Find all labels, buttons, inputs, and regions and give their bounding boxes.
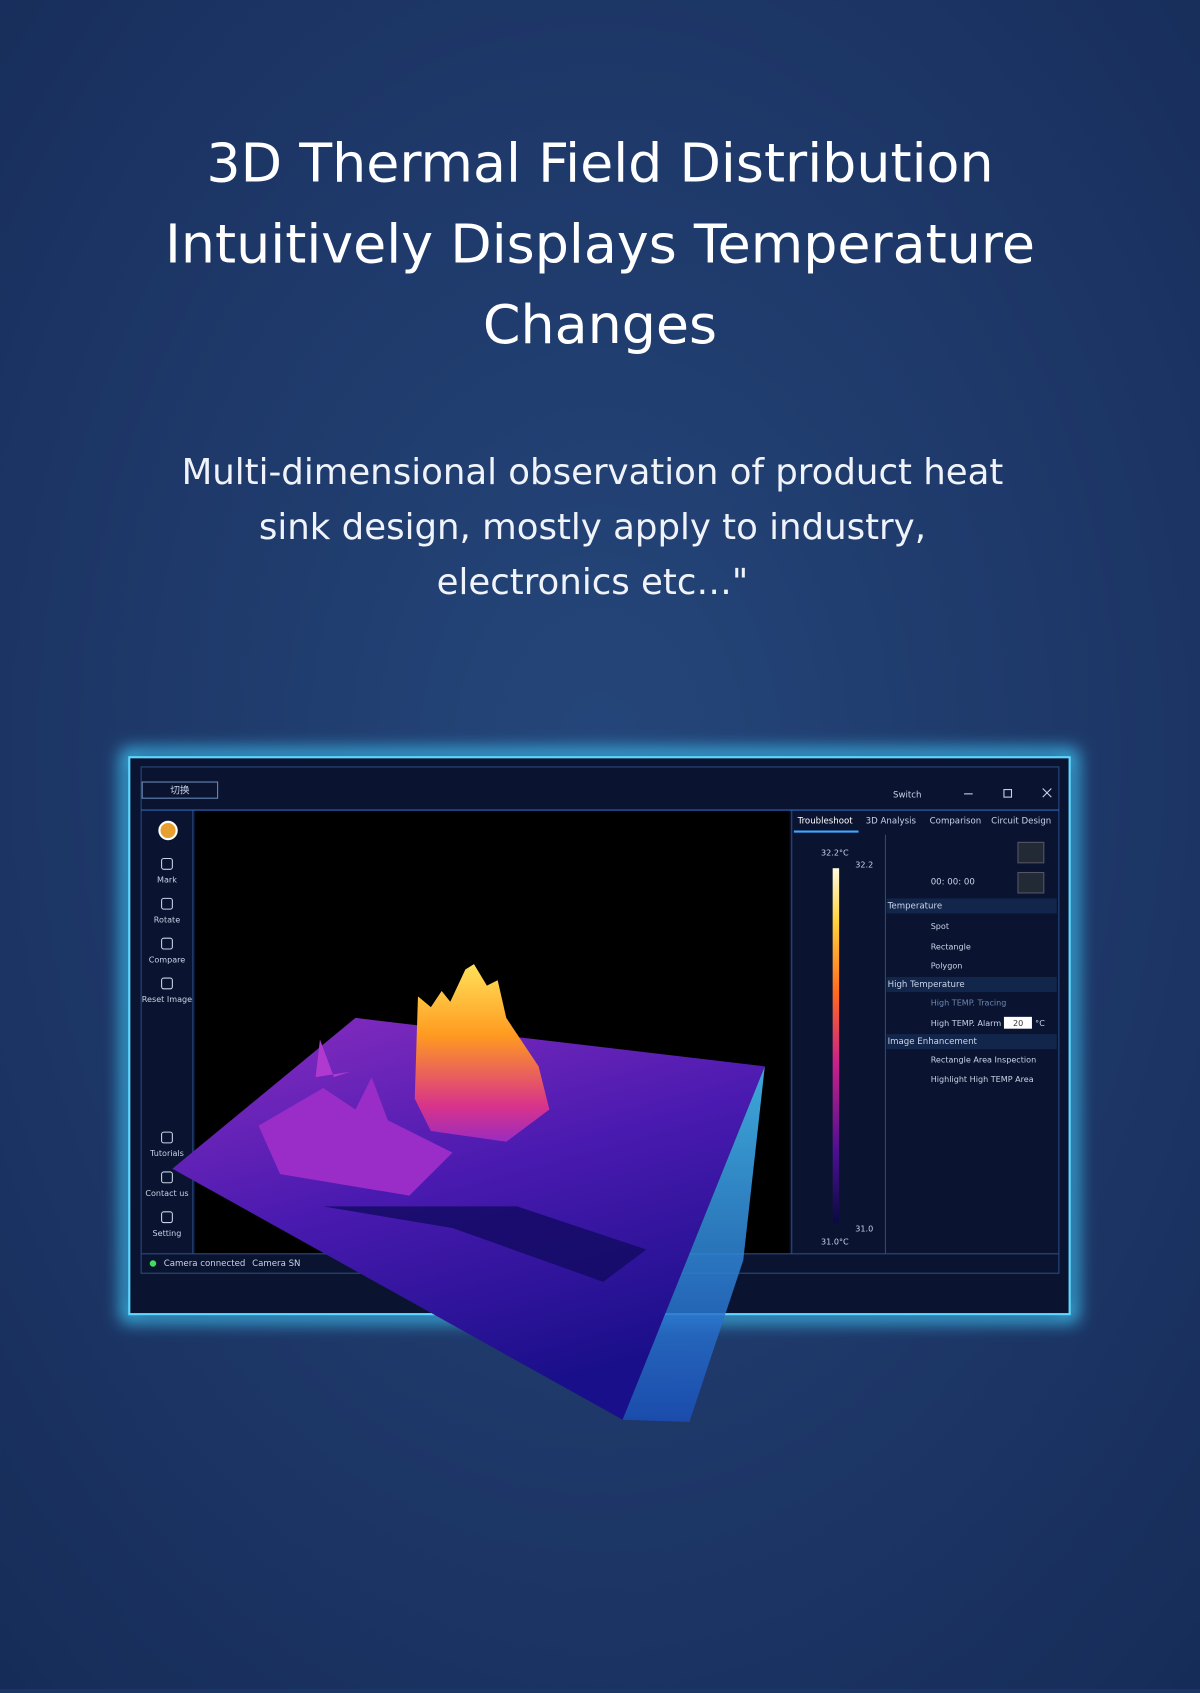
section-title: Image Enhancement	[888, 1037, 978, 1047]
tool-item: Polygon	[931, 962, 963, 971]
swatch[interactable]	[1017, 841, 1045, 864]
surface-side	[622, 1066, 765, 1422]
tool-item: Rectangle Area Inspection	[931, 1055, 1037, 1064]
sidebar-icon[interactable]	[161, 977, 173, 990]
sidebar-item: Mark	[157, 876, 177, 885]
section-title: Temperature	[887, 901, 943, 911]
scale-label: 31.0	[855, 1225, 873, 1234]
scale-label: 31.0°C	[821, 1237, 849, 1246]
status-text: Camera SN	[252, 1259, 300, 1269]
alarm-unit: °C	[1035, 1019, 1045, 1028]
sidebar-item: Compare	[149, 955, 186, 964]
status-text: Camera connected	[164, 1259, 246, 1269]
tool-item: Highlight High TEMP Area	[931, 1075, 1034, 1084]
switch-label: Switch	[893, 790, 921, 800]
section-title: High Temperature	[888, 980, 965, 990]
subheadline: sink design, mostly apply to industry,	[259, 507, 926, 548]
section-header[interactable]	[886, 898, 1057, 914]
title-button-label: 切换	[170, 784, 190, 797]
section-header[interactable]	[886, 976, 1057, 993]
title-button[interactable]	[141, 781, 219, 799]
tab: Circuit Design	[991, 816, 1051, 826]
scale-label: 32.2	[855, 860, 873, 869]
section-header[interactable]	[886, 1034, 1057, 1050]
headline: Changes	[483, 293, 717, 356]
sidebar-item: Setting	[153, 1229, 182, 1238]
scale-label: 32.2°C	[821, 849, 849, 858]
surface-ridge	[258, 1077, 453, 1196]
sidebar-icon[interactable]	[161, 1171, 173, 1184]
tool-item: High TEMP. Tracing	[931, 998, 1007, 1007]
swatch[interactable]	[1017, 871, 1045, 894]
palette-icon[interactable]	[158, 820, 178, 841]
headline: Intuitively Displays Temperature	[165, 212, 1035, 275]
tab: Troubleshoot	[797, 816, 854, 826]
surface-spike	[315, 1039, 351, 1078]
window-controls	[964, 788, 1052, 798]
subheadline: electronics etc…"	[437, 562, 749, 603]
color-bar	[832, 868, 840, 1224]
headline: 3D Thermal Field Distribution	[206, 132, 993, 195]
subheadline: Multi-dimensional observation of product…	[182, 452, 1004, 493]
sidebar-icon[interactable]	[161, 1211, 173, 1224]
tab: 3D Analysis	[866, 816, 917, 826]
surface-peak	[414, 964, 550, 1142]
sidebar-item: Contact us	[145, 1189, 188, 1198]
sidebar-icon[interactable]	[161, 937, 173, 950]
surface-shadow	[323, 1206, 647, 1282]
timer: 00: 00: 00	[931, 878, 975, 888]
tool-item: High TEMP. Alarm	[931, 1019, 1002, 1028]
sidebar-icon[interactable]	[161, 857, 173, 870]
status-dot	[149, 1260, 157, 1267]
alarm-value: 20	[1013, 1019, 1023, 1028]
tool-item: Spot	[931, 922, 949, 931]
sidebar-icon[interactable]	[161, 1131, 173, 1144]
alarm-input[interactable]	[1003, 1016, 1032, 1029]
tab: Comparison	[930, 816, 982, 826]
sidebar-item: Rotate	[154, 915, 180, 924]
sidebar-item: Reset Image	[142, 995, 192, 1004]
sidebar-item: Tutorials	[149, 1149, 184, 1158]
sidebar-icon[interactable]	[161, 897, 173, 910]
tool-item: Rectangle	[931, 942, 971, 951]
